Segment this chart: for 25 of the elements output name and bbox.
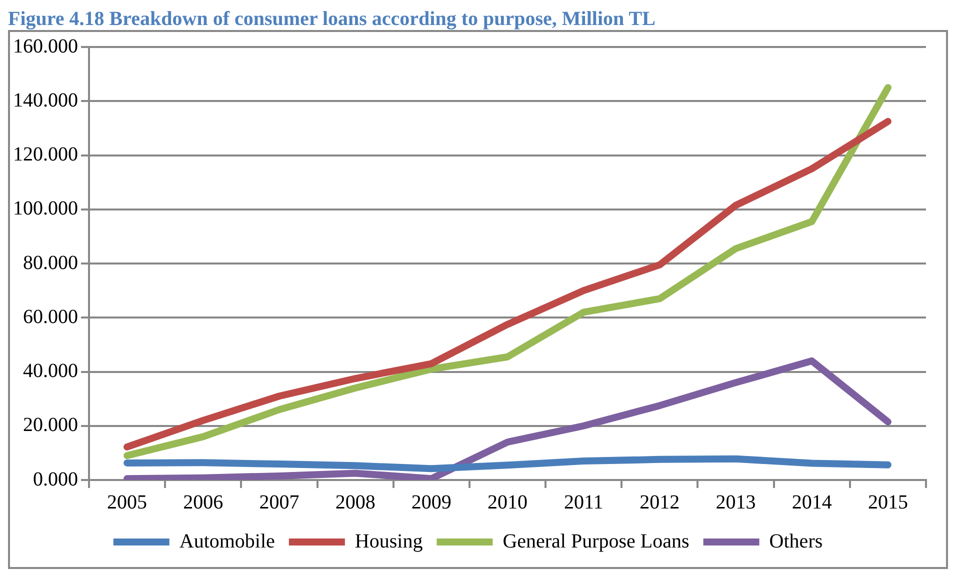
legend-label: General Purpose Loans: [502, 530, 690, 552]
y-tick-label: 20.000: [23, 414, 78, 436]
legend-label: Automobile: [179, 530, 276, 552]
y-tick-label: 0.000: [33, 468, 78, 490]
legend-label: Housing: [354, 530, 423, 552]
x-tick-label: 2009: [411, 491, 452, 514]
y-tick-label: 40.000: [23, 360, 78, 382]
x-tick-label: 2006: [183, 491, 224, 514]
x-tick-label: 2010: [488, 491, 528, 514]
x-tick-label: 2011: [564, 491, 604, 514]
legend-label: Others: [769, 530, 823, 552]
x-tick-label: 2014: [792, 491, 832, 514]
y-tick-label: 160.000: [13, 35, 78, 58]
x-tick-label: 2013: [716, 491, 756, 514]
x-tick-label: 2012: [640, 491, 680, 514]
chart-title: Figure 4.18 Breakdown of consumer loans according to purpose, Million TL: [8, 8, 656, 30]
x-tick-label: 2008: [335, 491, 376, 514]
y-tick-label: 80.000: [23, 252, 78, 274]
y-tick-label: 140.000: [13, 89, 78, 112]
y-tick-label: 120.000: [13, 144, 78, 166]
x-tick-label: 2015: [868, 491, 908, 514]
y-tick-label: 100.000: [13, 198, 78, 220]
x-tick-label: 2007: [259, 491, 300, 514]
x-tick-label: 2005: [107, 491, 148, 514]
y-tick-label: 60.000: [23, 306, 78, 328]
